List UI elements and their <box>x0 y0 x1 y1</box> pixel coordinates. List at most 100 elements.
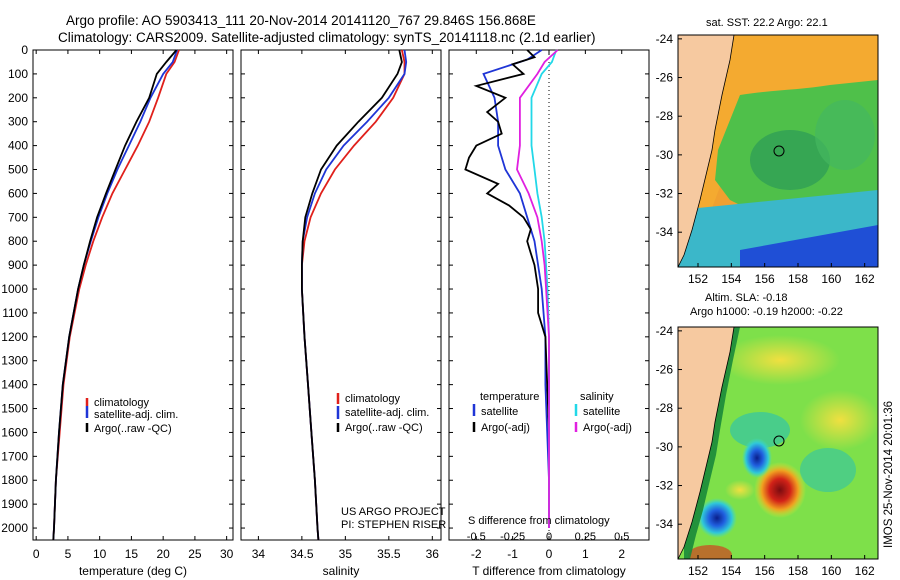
legend-title-salinity: salinity <box>580 391 614 403</box>
temperature-x-ticks: 0 5 10 15 20 25 30 <box>33 49 234 561</box>
x-tick-label: 35.5 <box>377 547 401 561</box>
depth-tick-label: 2000 <box>1 521 28 535</box>
sst-land <box>678 35 734 267</box>
t-difference-xlabel: T difference from climatology <box>472 564 626 578</box>
sst-map: sat. SST: 22.2 Argo: 22.1 152 154 156 158 16… <box>656 17 879 286</box>
header-line-1: Argo profile: AO 5903413_111 20-Nov-2014… <box>66 13 536 28</box>
x-tick-label: -2 <box>471 547 482 561</box>
lat-tick-label: -30 <box>656 148 674 162</box>
salinity-xlabel: salinity <box>323 564 360 578</box>
sla-low-patch <box>730 412 790 448</box>
legend-item-argo: Argo(..raw -QC) <box>94 423 172 435</box>
temperature-legend: climatology satellite-adj. clim. Argo(..… <box>85 397 178 435</box>
legend-item-satellite: satellite-adj. clim. <box>345 407 429 419</box>
sla-cold-eddy-2 <box>697 498 737 538</box>
depth-tick-label: 400 <box>8 139 28 153</box>
sla-warm-patch <box>688 545 732 559</box>
lon-tick-label: 154 <box>721 272 741 286</box>
difference-panel: -2 -1 0 1 2 -0.5 -0.25 0 0.25 0.5 S difference fr… <box>448 49 650 578</box>
lat-tick-label: -28 <box>656 109 674 123</box>
lat-tick-label: -24 <box>656 324 674 338</box>
depth-tick-label: 1000 <box>1 282 28 296</box>
x-tick-label: 10 <box>93 547 107 561</box>
credit-pi: PI: STEPHEN RISER <box>341 519 446 531</box>
x-tick-label: 0 <box>546 547 553 561</box>
credit-project: US ARGO PROJECT <box>341 506 446 518</box>
lon-tick-label: 160 <box>821 564 841 578</box>
legend-title-temperature: temperature <box>480 391 539 403</box>
difference-profile-lines <box>464 49 559 528</box>
sla-map: Altim. SLA: -0.18 Argo h1000: -0.19 h200… <box>656 292 879 578</box>
sla-low-patch-2 <box>800 448 856 492</box>
lat-tick-label: -30 <box>656 440 674 454</box>
header-line-2: Climatology: CARS2009. Satellite-adjuste… <box>58 30 596 45</box>
x-tick-label: 30 <box>220 547 234 561</box>
s-difference-label: S difference from climatology <box>468 515 610 527</box>
sla-land <box>678 327 734 559</box>
lat-tick-label: -26 <box>656 71 674 85</box>
legend-item-climatology: climatology <box>94 397 150 409</box>
series-line-temperature-argo-adj- <box>464 49 550 528</box>
depth-tick-label: 300 <box>8 115 28 129</box>
lon-tick-label: 156 <box>755 564 775 578</box>
depth-tick-label: 600 <box>8 186 28 200</box>
x-tick-label: 15 <box>125 547 139 561</box>
sst-field <box>678 35 878 267</box>
depth-tick-label: 1300 <box>1 354 28 368</box>
legend-item-temp-satellite: satellite <box>481 406 518 418</box>
lat-tick-label: -24 <box>656 32 674 46</box>
legend-item-argo: Argo(..raw -QC) <box>345 422 423 434</box>
sla-argo-location-marker <box>773 435 785 447</box>
sla-map-frame <box>677 326 879 560</box>
sla-warm-eddy <box>754 462 806 518</box>
depth-tick-label: 1100 <box>2 306 28 320</box>
temperature-profile-lines <box>52 49 180 541</box>
series-line-salinity-satellite <box>530 49 558 528</box>
salinity-legend: climatology satellite-adj. clim. Argo(..… <box>336 393 429 434</box>
lat-tick-label: -28 <box>656 401 674 415</box>
depth-tick-label: 800 <box>8 234 28 248</box>
legend-item-sal-satellite: satellite <box>583 406 620 418</box>
x-tick-label: 25 <box>188 547 202 561</box>
legend-item-temp-argo: Argo(-adj) <box>481 422 530 434</box>
sla-map-title-1: Altim. SLA: -0.18 <box>705 292 788 304</box>
x-tick-label: 34 <box>252 547 266 561</box>
lat-tick-label: -34 <box>656 517 674 531</box>
depth-tick-label: 1800 <box>1 473 28 487</box>
depth-tick-label: 1700 <box>1 449 28 463</box>
lon-tick-label: 162 <box>855 272 875 286</box>
difference-legend: temperature salinity satellite Argo(-adj… <box>472 391 632 434</box>
sst-axis-ticks: 152 154 156 158 160 162 -24 -26 -28 -30 -32 -34 <box>656 32 875 286</box>
lon-tick-label: 152 <box>688 272 708 286</box>
x-tick-label: 1 <box>582 547 589 561</box>
sla-axis-ticks: 152 154 156 158 160 162 -24 -26 -28 -30 -32 -34 <box>656 324 875 578</box>
legend-item-sal-argo: Argo(-adj) <box>583 422 632 434</box>
lon-tick-label: 162 <box>855 564 875 578</box>
temperature-panel: 0 5 10 15 20 25 30 temperature (deg C) climato… <box>32 49 234 578</box>
series-line-satellite-adj-clim- <box>52 49 178 541</box>
depth-tick-label: 1200 <box>1 330 28 344</box>
lon-tick-label: 154 <box>721 564 741 578</box>
s-tick-label: -0.5 <box>467 531 486 543</box>
depth-tick-label: 1600 <box>1 425 28 439</box>
x-tick-label: 5 <box>65 547 72 561</box>
temperature-xlabel: temperature (deg C) <box>79 564 187 578</box>
lat-tick-label: -26 <box>656 363 674 377</box>
series-line-temperature-satellite <box>482 49 550 528</box>
sst-cool-patch <box>815 100 875 170</box>
sst-blue-band <box>740 225 878 267</box>
series-line-salinity-argo-adj- <box>516 49 559 528</box>
temperature-panel-frame <box>32 49 234 541</box>
imos-timestamp: IMOS 25-Nov-2014 20:01:36 <box>883 401 895 548</box>
lon-tick-label: 160 <box>821 272 841 286</box>
s-tick-label: 0 <box>546 531 552 543</box>
salinity-panel-frame <box>240 49 442 541</box>
depth-axis: 0 100 200 300 400 500 600 700 800 900 1000 1100 1200… <box>1 43 28 535</box>
sst-map-title: sat. SST: 22.2 Argo: 22.1 <box>706 17 828 29</box>
sla-map-title-2: Argo h1000: -0.19 h2000: -0.22 <box>690 306 843 318</box>
x-tick-label: 35 <box>339 547 353 561</box>
sst-cool-eddy <box>750 130 830 190</box>
sst-coastline <box>678 35 735 267</box>
sla-coastline <box>678 327 735 559</box>
sla-field <box>678 327 878 559</box>
